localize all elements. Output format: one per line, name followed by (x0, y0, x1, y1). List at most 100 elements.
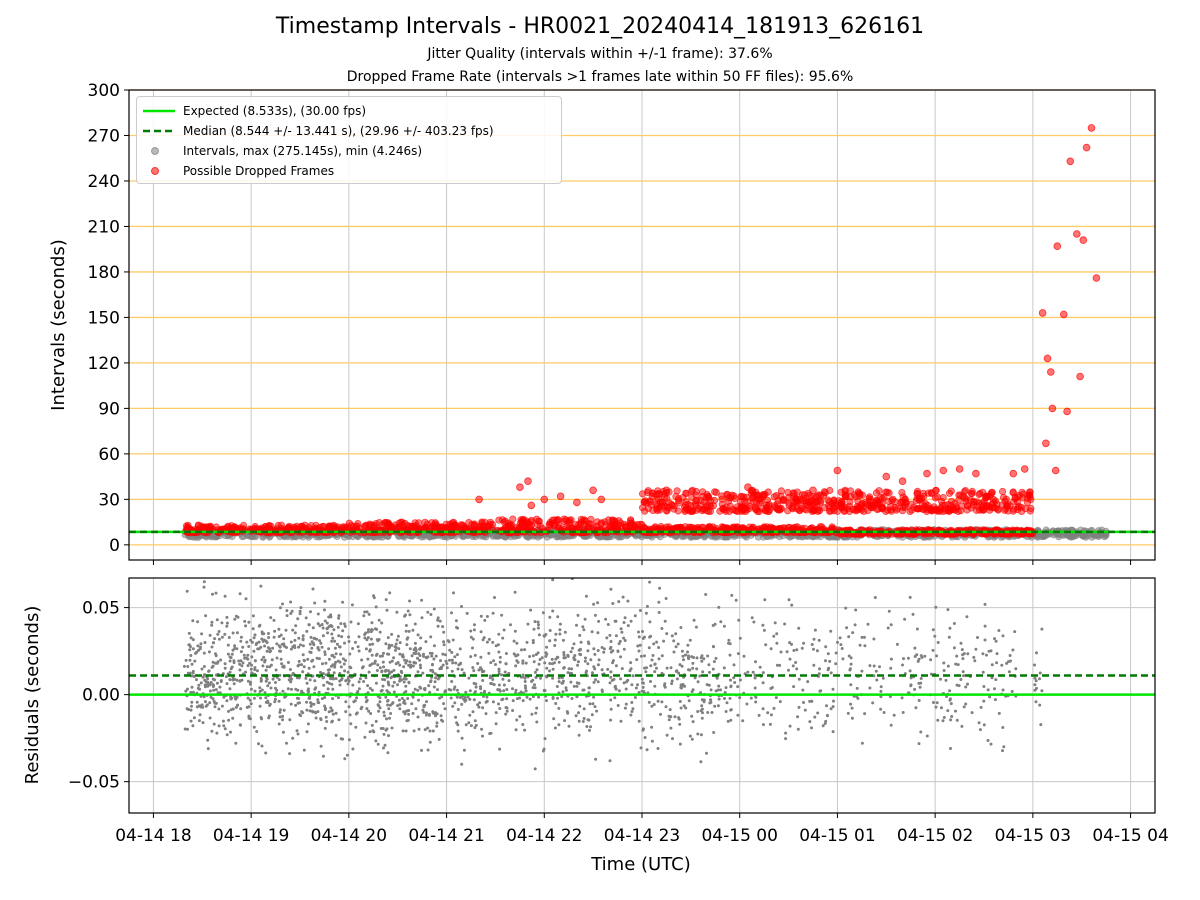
dropped-frame-point (718, 492, 726, 500)
residual-point (210, 665, 214, 669)
residual-point (186, 727, 189, 731)
residual-point (396, 704, 400, 708)
residual-point (258, 704, 262, 708)
residual-point (249, 702, 253, 706)
residual-point (189, 690, 193, 694)
dropped-frame-point (828, 499, 836, 508)
residual-point (216, 632, 220, 636)
residual-point (439, 659, 442, 663)
residual-point (353, 699, 357, 703)
residual-point (290, 609, 294, 613)
dropped-frame-point (697, 523, 706, 531)
residual-point (594, 678, 597, 682)
dropped-frame-point (506, 521, 514, 529)
residual-point (412, 651, 416, 655)
residual-point (387, 707, 391, 711)
residual-point (430, 651, 434, 655)
residual-point (342, 662, 346, 666)
residual-point (203, 700, 207, 704)
residual-point (404, 709, 408, 713)
residual-point (356, 645, 360, 649)
dropped-frame-point (841, 486, 849, 494)
residual-point (260, 632, 264, 636)
residual-point (513, 590, 517, 594)
residual-point (514, 654, 518, 658)
residual-point (233, 617, 237, 621)
residual-point (535, 668, 539, 672)
residual-point (250, 655, 254, 659)
dropped-frame-point (616, 519, 625, 527)
residual-point (644, 670, 648, 674)
residual-point (277, 627, 281, 631)
dropped-frame-point (1051, 466, 1060, 475)
residual-point (228, 659, 232, 663)
residual-point (394, 642, 398, 646)
residual-point (285, 646, 288, 649)
residual-point (267, 632, 270, 635)
residual-point (224, 675, 228, 679)
residual-point (652, 642, 656, 646)
residual-point (687, 699, 691, 703)
residual-point (700, 716, 704, 720)
residual-point (205, 703, 209, 707)
residual-point (688, 734, 692, 738)
residual-point (211, 660, 215, 664)
residual-point (293, 631, 297, 635)
residual-point (346, 670, 350, 674)
residual-point (432, 607, 436, 611)
residual-point (312, 642, 315, 645)
residual-point (329, 664, 333, 668)
residual-point (633, 614, 637, 618)
residual-point (211, 685, 215, 688)
residual-point (225, 615, 229, 619)
residual-point (311, 626, 315, 630)
dropped-frame-point (673, 487, 681, 495)
residual-point (640, 677, 644, 681)
residual-point (637, 649, 641, 653)
residual-point (286, 687, 290, 691)
residual-point (643, 736, 647, 739)
residual-point (581, 720, 585, 723)
dropped-frame-point (452, 523, 460, 532)
residual-point (341, 657, 345, 661)
residual-point (305, 681, 309, 685)
residual-point (504, 662, 508, 666)
residual-point (469, 724, 473, 728)
residual-point (656, 747, 660, 750)
residual-point (567, 724, 571, 728)
residual-point (386, 680, 390, 684)
residual-point (236, 703, 240, 707)
dropped-frame-point (864, 501, 873, 509)
residual-point (660, 700, 664, 704)
residual-point (366, 657, 370, 661)
residual-point (282, 708, 286, 712)
dropped-frame-point (1063, 407, 1071, 416)
residual-point (334, 652, 338, 656)
residual-point (586, 649, 590, 653)
residual-point (353, 640, 357, 644)
residual-point (233, 677, 237, 681)
residual-point (641, 681, 644, 685)
residual-point (652, 703, 656, 706)
dropped-frame-point (892, 506, 901, 514)
residual-point (230, 652, 234, 656)
residual-point (396, 683, 399, 687)
residual-point (266, 684, 270, 688)
residual-point (630, 701, 634, 704)
residual-point (424, 640, 428, 644)
dropped-frame-point (913, 494, 921, 503)
residual-point (271, 646, 275, 650)
residual-point (557, 676, 561, 680)
residual-point (372, 596, 376, 600)
residual-point (400, 696, 404, 700)
dropped-frame-point (993, 500, 1001, 508)
residual-point (185, 589, 189, 593)
residual-point (416, 656, 419, 660)
residual-point (473, 719, 477, 723)
residual-point (278, 710, 282, 714)
residual-point (211, 592, 214, 596)
residual-point (191, 647, 195, 651)
residual-point (341, 629, 345, 633)
residual-point (299, 606, 303, 610)
residual-point (727, 638, 731, 642)
